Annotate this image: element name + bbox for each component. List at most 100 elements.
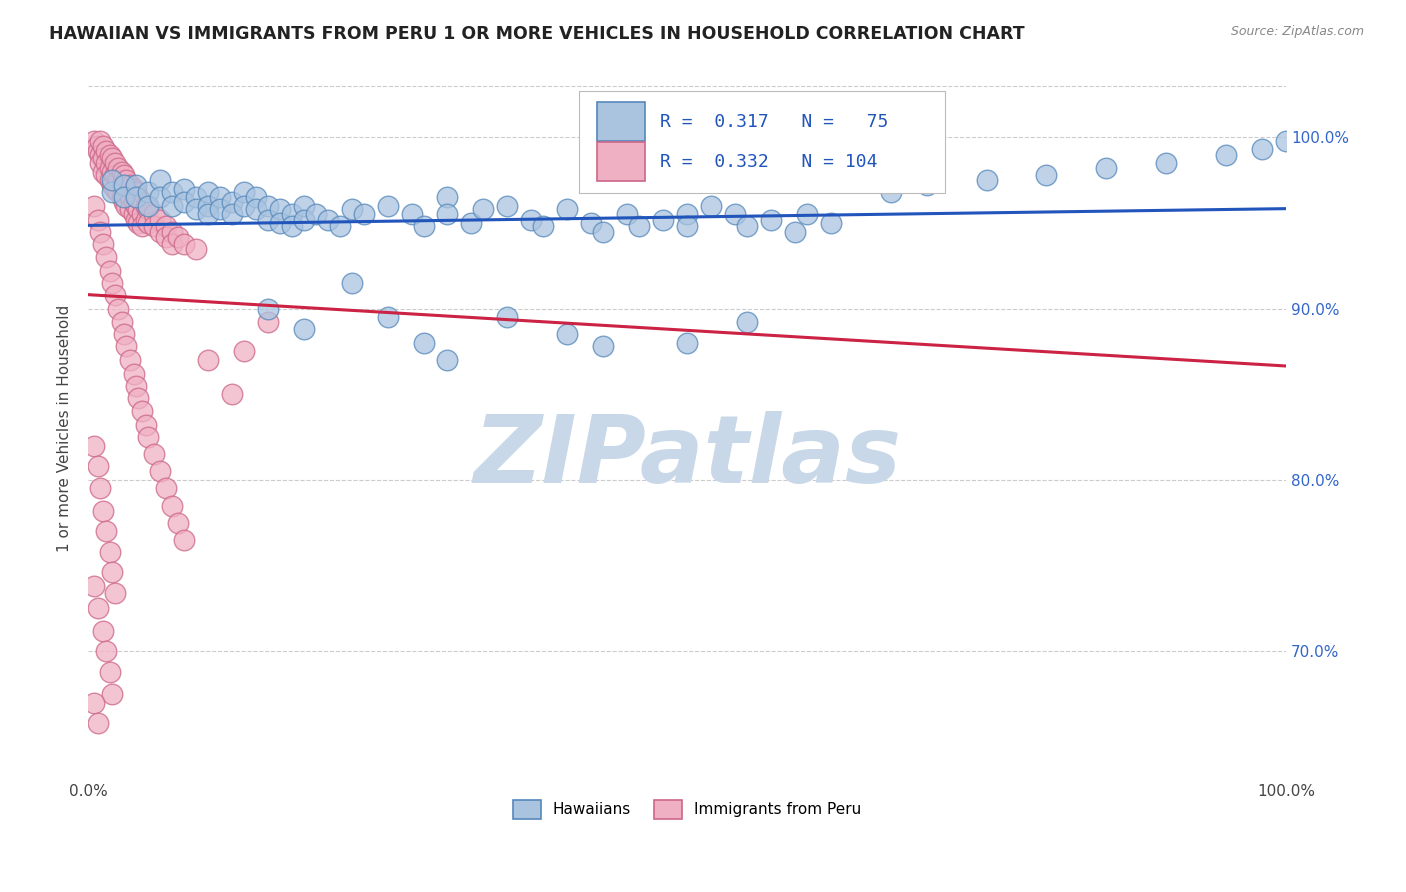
- Point: [700, 199, 723, 213]
- Point: [91, 164, 114, 178]
- Point: [160, 199, 183, 213]
- Point: [329, 219, 352, 234]
- Point: [136, 216, 159, 230]
- Point: [149, 464, 172, 478]
- Point: [208, 190, 231, 204]
- Point: [127, 216, 149, 230]
- Point: [167, 516, 190, 530]
- Point: [107, 173, 129, 187]
- Point: [149, 225, 172, 239]
- Point: [103, 586, 125, 600]
- Point: [87, 601, 110, 615]
- Point: [592, 339, 614, 353]
- Point: [676, 335, 699, 350]
- Point: [496, 310, 519, 325]
- Point: [87, 212, 110, 227]
- Point: [292, 199, 315, 213]
- Point: [103, 168, 125, 182]
- Point: [83, 439, 105, 453]
- Point: [173, 195, 195, 210]
- Point: [98, 147, 121, 161]
- Point: [125, 378, 148, 392]
- Point: [122, 195, 145, 210]
- Point: [107, 161, 129, 176]
- Point: [143, 207, 166, 221]
- Point: [1095, 161, 1118, 176]
- Point: [401, 207, 423, 221]
- Point: [125, 190, 148, 204]
- Point: [143, 219, 166, 234]
- Point: [103, 182, 125, 196]
- Point: [107, 185, 129, 199]
- Point: [256, 199, 278, 213]
- Text: R =  0.332   N = 104: R = 0.332 N = 104: [659, 153, 877, 170]
- Point: [120, 202, 142, 217]
- Point: [976, 173, 998, 187]
- Point: [136, 430, 159, 444]
- Point: [592, 225, 614, 239]
- Point: [531, 219, 554, 234]
- Y-axis label: 1 or more Vehicles in Household: 1 or more Vehicles in Household: [58, 305, 72, 552]
- Point: [555, 327, 578, 342]
- Point: [197, 185, 219, 199]
- Point: [783, 225, 806, 239]
- Point: [87, 459, 110, 474]
- Point: [135, 212, 157, 227]
- Point: [94, 250, 117, 264]
- Point: [377, 310, 399, 325]
- Point: [111, 315, 134, 329]
- Point: [221, 207, 243, 221]
- Point: [94, 644, 117, 658]
- Point: [122, 182, 145, 196]
- Point: [436, 207, 458, 221]
- Point: [460, 216, 482, 230]
- Point: [127, 190, 149, 204]
- Point: [616, 207, 638, 221]
- Point: [125, 212, 148, 227]
- Point: [89, 482, 111, 496]
- Point: [101, 151, 124, 165]
- Point: [436, 353, 458, 368]
- Point: [83, 199, 105, 213]
- Point: [111, 190, 134, 204]
- Point: [796, 207, 818, 221]
- Point: [101, 687, 124, 701]
- Point: [111, 178, 134, 193]
- Point: [83, 579, 105, 593]
- Point: [1275, 134, 1298, 148]
- Point: [112, 195, 135, 210]
- Point: [412, 335, 434, 350]
- Point: [221, 387, 243, 401]
- Point: [120, 178, 142, 193]
- Point: [101, 276, 124, 290]
- Point: [256, 212, 278, 227]
- Point: [136, 199, 159, 213]
- Point: [136, 185, 159, 199]
- Point: [820, 216, 842, 230]
- Point: [89, 134, 111, 148]
- Point: [112, 327, 135, 342]
- Point: [94, 524, 117, 539]
- Point: [496, 199, 519, 213]
- Point: [735, 315, 758, 329]
- Bar: [598, 103, 645, 141]
- Point: [676, 207, 699, 221]
- Point: [136, 202, 159, 217]
- Point: [520, 212, 543, 227]
- Point: [256, 301, 278, 316]
- Point: [1215, 147, 1237, 161]
- Point: [125, 199, 148, 213]
- Point: [149, 190, 172, 204]
- Point: [122, 207, 145, 221]
- Point: [221, 195, 243, 210]
- Point: [340, 276, 363, 290]
- Point: [131, 404, 153, 418]
- Point: [98, 173, 121, 187]
- Point: [208, 202, 231, 217]
- Point: [628, 219, 651, 234]
- Legend: Hawaiians, Immigrants from Peru: Hawaiians, Immigrants from Peru: [508, 794, 868, 824]
- Point: [107, 301, 129, 316]
- Point: [111, 164, 134, 178]
- Point: [160, 236, 183, 251]
- Point: [149, 173, 172, 187]
